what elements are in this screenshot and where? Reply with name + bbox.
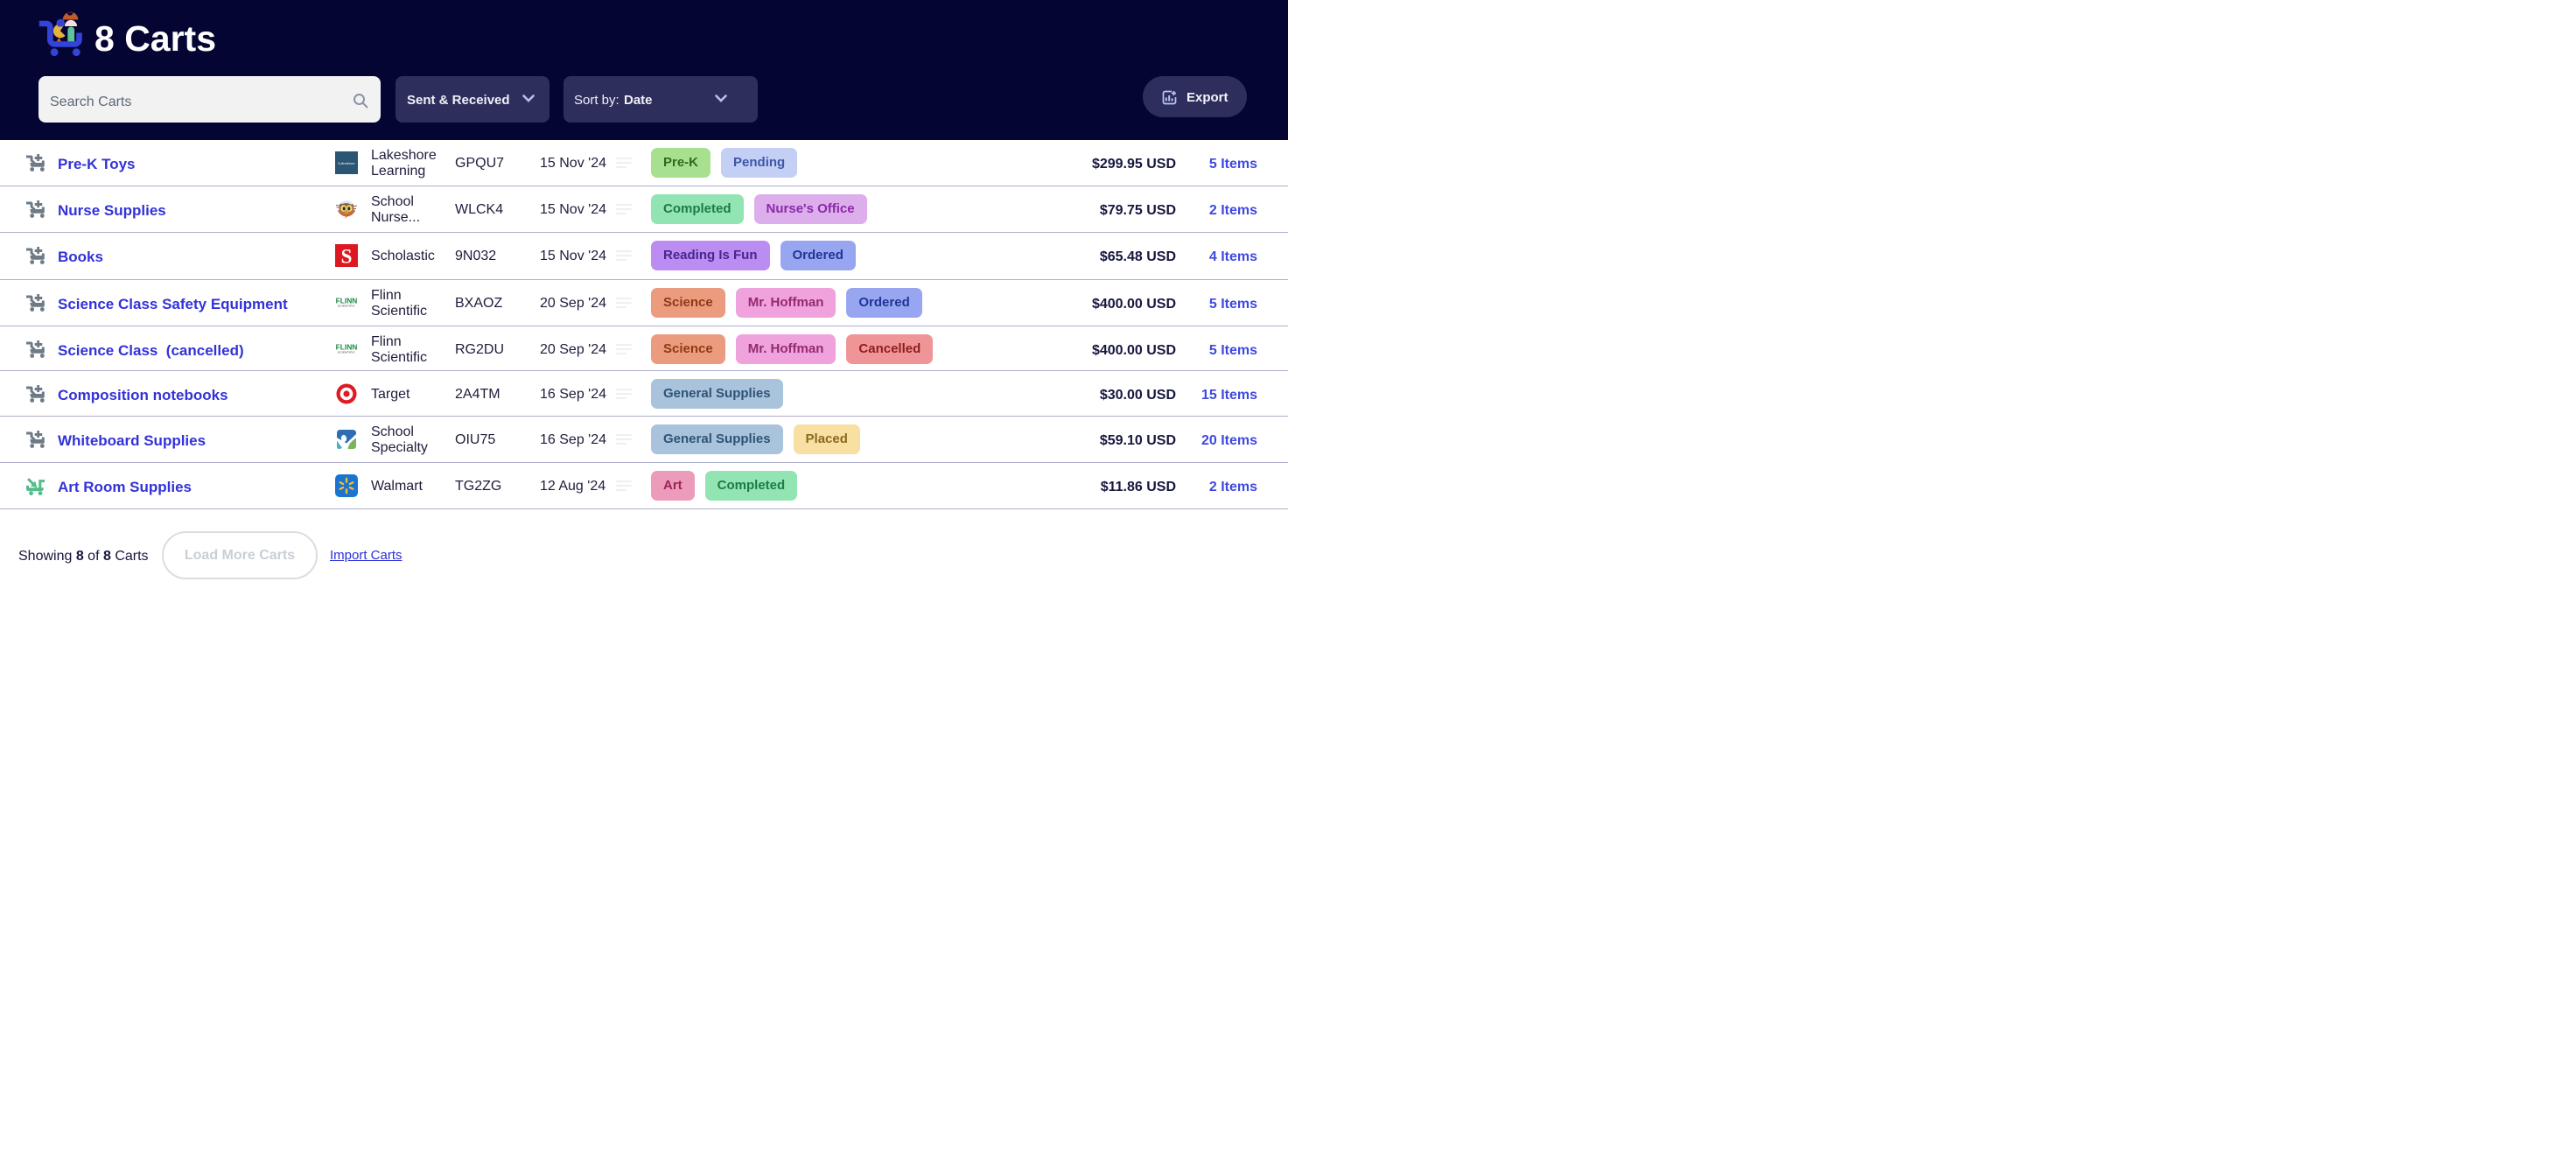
svg-text:Lakeshore: Lakeshore: [338, 161, 354, 165]
svg-text:SCIENTIFIC: SCIENTIFIC: [338, 350, 356, 354]
svg-text:FLINN: FLINN: [336, 342, 358, 351]
svg-text:FLINN: FLINN: [336, 296, 358, 305]
svg-text:S: S: [341, 246, 353, 268]
svg-text:SCIENTIFIC: SCIENTIFIC: [338, 304, 356, 307]
